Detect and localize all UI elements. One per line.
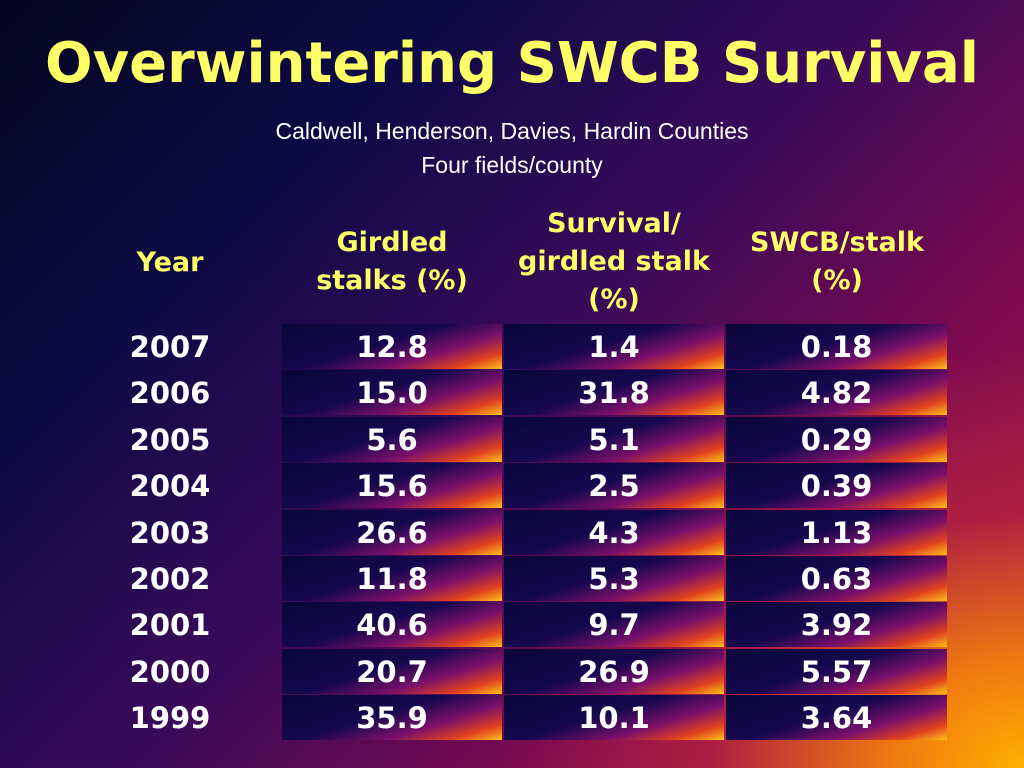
swcb-cell: 0.39 <box>726 463 947 509</box>
header-swcb: SWCB/stalk (%) <box>727 222 947 302</box>
girdled-cell: 15.6 <box>282 463 502 509</box>
year-cell: 2001 <box>129 608 211 643</box>
table-row: 2004 15.6 2.5 0.39 <box>0 463 1024 509</box>
survival-cell: 9.7 <box>504 602 724 648</box>
swcb-cell: 5.57 <box>726 648 947 694</box>
header-swcb-line2: (%) <box>811 265 863 296</box>
header-survival-line1: Survival/ <box>547 208 681 239</box>
table-row: 1999 35.9 10.1 3.64 <box>0 695 1024 741</box>
header-survival: Survival/ girdled stalk (%) <box>502 201 726 323</box>
subtitle-fields: Four fields/county <box>421 152 603 178</box>
survival-cell: 2.5 <box>504 463 724 509</box>
swcb-cell: 0.18 <box>726 324 947 369</box>
survival-cell: 10.1 <box>504 695 724 741</box>
year-cell: 2007 <box>129 330 211 364</box>
table-row: 2006 15.0 31.8 4.82 <box>0 370 1024 416</box>
survival-cell: 31.8 <box>504 370 724 416</box>
header-girdled-line1: Girdled <box>336 227 448 258</box>
swcb-cell: 4.82 <box>726 370 947 416</box>
data-table: 2007 12.8 1.4 0.18 2006 15.0 31.8 4.82 2… <box>0 324 1024 742</box>
header-survival-line3: (%) <box>588 284 640 315</box>
survival-cell: 26.9 <box>504 648 724 694</box>
header-year-label: Year <box>136 247 204 278</box>
year-cell: 2004 <box>129 469 211 504</box>
year-cell: 2005 <box>129 422 211 457</box>
year-cell: 2003 <box>129 515 211 550</box>
survival-cell: 5.1 <box>504 416 724 462</box>
table-row: 2002 11.8 5.3 0.63 <box>0 555 1024 602</box>
girdled-cell: 40.6 <box>282 602 502 648</box>
year-cell: 2006 <box>129 376 211 411</box>
survival-cell: 5.3 <box>504 555 724 601</box>
girdled-cell: 15.0 <box>282 370 502 416</box>
girdled-cell: 5.6 <box>282 416 502 462</box>
table-row: 2003 26.6 4.3 1.13 <box>0 509 1024 556</box>
girdled-cell: 26.6 <box>282 509 502 555</box>
table-row: 2001 40.6 9.7 3.92 <box>0 602 1024 648</box>
survival-cell: 1.4 <box>504 324 724 369</box>
header-girdled: Girdled stalks (%) <box>286 222 498 302</box>
girdled-cell: 20.7 <box>282 648 502 694</box>
slide-title: Overwintering SWCB Survival <box>45 31 979 96</box>
swcb-cell: 0.29 <box>726 416 947 462</box>
table-row: 2005 5.6 5.1 0.29 <box>0 416 1024 463</box>
girdled-cell: 35.9 <box>282 695 502 741</box>
girdled-cell: 11.8 <box>282 555 502 601</box>
swcb-cell: 3.64 <box>726 695 947 741</box>
header-year: Year <box>100 238 240 288</box>
subtitle-counties: Caldwell, Henderson, Davies, Hardin Coun… <box>275 118 749 144</box>
header-girdled-line2: stalks (%) <box>316 265 468 296</box>
table-row: 2000 20.7 26.9 5.57 <box>0 648 1024 695</box>
girdled-cell: 12.8 <box>282 324 502 369</box>
survival-cell: 4.3 <box>504 509 724 555</box>
table-row: 2007 12.8 1.4 0.18 <box>0 324 1024 370</box>
year-cell: 1999 <box>129 701 211 736</box>
header-swcb-line1: SWCB/stalk <box>750 227 924 258</box>
year-cell: 2002 <box>129 561 211 596</box>
swcb-cell: 3.92 <box>726 602 947 648</box>
year-cell: 2000 <box>129 654 211 689</box>
swcb-cell: 1.13 <box>726 509 947 555</box>
header-survival-line2: girdled stalk <box>518 246 710 277</box>
swcb-cell: 0.63 <box>726 555 947 601</box>
